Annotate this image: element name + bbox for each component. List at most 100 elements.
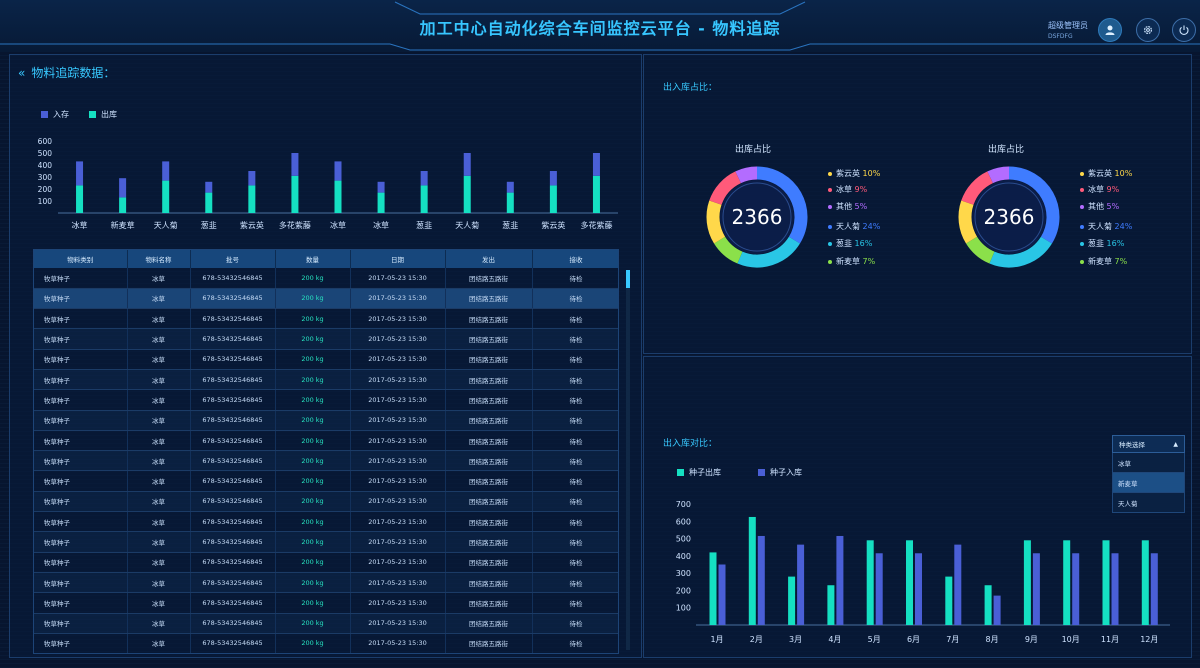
dropdown-option-selected[interactable]: 新麦草 — [1112, 473, 1185, 493]
table-row[interactable]: 牧草种子 冰草 678-53432546845 200 kg 2017-05-23 15… — [34, 511, 618, 533]
table-cell: 冰草 — [127, 430, 191, 452]
table-cell: 冰草 — [127, 491, 191, 513]
table-row[interactable]: 牧草种子 冰草 678-53432546845 200 kg 2017-05-23 15… — [34, 491, 618, 513]
table-row[interactable]: 牧草种子 冰草 678-53432546845 200 kg 2017-05-23 15… — [34, 531, 618, 553]
table-row[interactable]: 牧草种子 冰草 678-53432546845 200 kg 2017-05-23 15… — [34, 572, 618, 594]
table-cell: 牧草种子 — [34, 328, 128, 350]
donut-slice — [735, 166, 758, 184]
legend-pct: 24% — [862, 222, 881, 231]
table-cell: 2017-05-23 15:30 — [350, 633, 446, 653]
dropdown-option[interactable]: 冰草 — [1112, 453, 1185, 473]
table-row[interactable]: 牧草种子 冰草 678-53432546845 200 kg 2017-05-23 15… — [34, 328, 618, 350]
dropdown-option[interactable]: 天人菊 — [1112, 493, 1185, 513]
user-info: 超级管理员 DSFDFG — [1048, 20, 1088, 40]
table-cell: 冰草 — [127, 389, 191, 411]
user-avatar-button[interactable] — [1098, 18, 1122, 42]
donut-chart-2 — [958, 166, 1060, 268]
legend-swatch-seed-in — [758, 469, 765, 476]
legend-name: 紫云英 — [1088, 169, 1112, 178]
table-scrollbar-thumb[interactable] — [626, 270, 630, 288]
x-tick-label: 多花紫藤 — [279, 220, 311, 230]
dropdown-header[interactable]: 种类选择 ▲ — [1112, 435, 1185, 453]
table-cell: 牧草种子 — [34, 410, 128, 431]
table-cell: 2017-05-23 15:30 — [350, 308, 446, 330]
donut-slice — [1008, 166, 1060, 244]
donut-legend-item: 新麦草 7% — [828, 256, 875, 267]
bar-instock — [162, 161, 170, 181]
donut-legend-item: 冰草 9% — [828, 184, 867, 195]
table-cell: 678-53432546845 — [190, 592, 276, 614]
table-cell: 团结路五路街 — [445, 349, 533, 370]
material-table: 物料类别 物料名称 批号 数量 日期 发出 接收 牧草种子 冰草 678-53432… — [33, 249, 619, 654]
table-row[interactable]: 牧草种子 冰草 678-53432546845 200 kg 2017-05-23 15… — [34, 450, 618, 472]
table-cell: 200 kg — [275, 491, 351, 513]
donut-legend-item: 其他 5% — [1080, 201, 1119, 212]
legend-label-outstock: 出库 — [101, 110, 117, 119]
bar-instock — [463, 153, 471, 176]
table-cell: 团结路五路街 — [445, 450, 533, 472]
table-scrollbar[interactable] — [626, 270, 630, 650]
table-row[interactable]: 牧草种子 冰草 678-53432546845 200 kg 2017-05-23 15… — [34, 592, 618, 614]
table-cell: 200 kg — [275, 308, 351, 330]
bar-seed-in — [875, 553, 883, 625]
power-button[interactable] — [1172, 18, 1196, 42]
bar-outstock — [334, 180, 342, 213]
table-row[interactable]: 牧草种子 冰草 678-53432546845 200 kg 2017-05-23 15… — [34, 268, 618, 289]
table-cell: 2017-05-23 15:30 — [350, 552, 446, 573]
double-chevron-left-icon[interactable]: « — [18, 66, 26, 80]
donut-legend-item: 新麦草 7% — [1080, 256, 1127, 267]
donut-slice — [966, 236, 995, 264]
table-cell: 2017-05-23 15:30 — [350, 613, 446, 634]
table-cell: 冰草 — [127, 369, 191, 391]
x-tick-label: 8月 — [986, 635, 999, 644]
donut-legend-item: 冰草 9% — [1080, 184, 1119, 195]
y-tick-label: 400 — [676, 552, 691, 561]
material-table-grid: 物料类别 物料名称 批号 数量 日期 发出 接收 牧草种子 冰草 678-53432… — [34, 250, 618, 653]
table-cell: 冰草 — [127, 613, 191, 634]
bar-seed-in — [1072, 553, 1080, 625]
table-cell: 678-53432546845 — [190, 552, 276, 573]
bar-instock — [506, 181, 514, 193]
table-row[interactable]: 牧草种子 冰草 678-53432546845 200 kg 2017-05-23 15… — [34, 410, 618, 431]
table-cell: 冰草 — [127, 572, 191, 594]
legend-name: 其他 — [1088, 202, 1104, 211]
y-tick-label: 600 — [38, 137, 53, 146]
table-row[interactable]: 牧草种子 冰草 678-53432546845 200 kg 2017-05-23 15… — [34, 308, 618, 330]
settings-button[interactable] — [1136, 18, 1160, 42]
table-row[interactable]: 牧草种子 冰草 678-53432546845 200 kg 2017-05-23 15… — [34, 470, 618, 492]
table-cell: 待检 — [532, 369, 618, 391]
table-row[interactable]: 牧草种子 冰草 678-53432546845 200 kg 2017-05-23 15… — [34, 288, 618, 310]
table-cell: 2017-05-23 15:30 — [350, 430, 446, 452]
table-header-cell: 数量 — [275, 250, 351, 268]
y-tick-label: 400 — [38, 161, 53, 170]
table-cell: 冰草 — [127, 531, 191, 553]
table-row[interactable]: 牧草种子 冰草 678-53432546845 200 kg 2017-05-23 15… — [34, 430, 618, 452]
table-cell: 团结路五路街 — [445, 511, 533, 533]
table-row[interactable]: 牧草种子 冰草 678-53432546845 200 kg 2017-05-23 15… — [34, 613, 618, 634]
table-cell: 200 kg — [275, 328, 351, 350]
table-header-cell: 接收 — [532, 250, 618, 268]
table-header-cell: 发出 — [445, 250, 533, 268]
table-cell: 冰草 — [127, 511, 191, 533]
table-cell: 待检 — [532, 328, 618, 350]
table-row[interactable]: 牧草种子 冰草 678-53432546845 200 kg 2017-05-23 15… — [34, 552, 618, 573]
table-cell: 牧草种子 — [34, 389, 128, 411]
category-dropdown[interactable]: 种类选择 ▲ 冰草 新麦草 天人菊 — [1112, 435, 1185, 513]
table-cell: 200 kg — [275, 531, 351, 553]
table-row[interactable]: 牧草种子 冰草 678-53432546845 200 kg 2017-05-23 15… — [34, 633, 618, 653]
donut-inner-ring — [722, 182, 792, 252]
table-row[interactable]: 牧草种子 冰草 678-53432546845 200 kg 2017-05-23 15… — [34, 389, 618, 411]
table-cell: 678-53432546845 — [190, 288, 276, 310]
table-row[interactable]: 牧草种子 冰草 678-53432546845 200 kg 2017-05-23 15… — [34, 369, 618, 391]
table-cell: 2017-05-23 15:30 — [350, 491, 446, 513]
bar-instock — [549, 171, 557, 186]
table-cell: 待检 — [532, 389, 618, 411]
table-header-cell: 物料类别 — [34, 250, 128, 268]
table-cell: 200 kg — [275, 552, 351, 573]
legend-dot — [1080, 187, 1084, 192]
user-id: DSFDFG — [1048, 33, 1073, 40]
legend-dot — [1080, 204, 1084, 209]
table-row[interactable]: 牧草种子 冰草 678-53432546845 200 kg 2017-05-23 15… — [34, 349, 618, 370]
legend-item-seed-out: 种子出库 — [677, 467, 721, 478]
table-cell: 待检 — [532, 268, 618, 289]
